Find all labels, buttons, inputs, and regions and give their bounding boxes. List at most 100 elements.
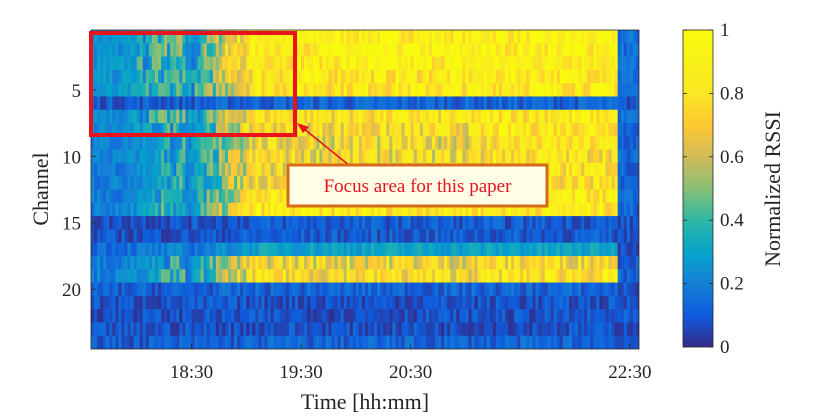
heatmap-cell bbox=[185, 69, 190, 84]
heatmap-cell bbox=[115, 162, 119, 177]
heatmap-cell bbox=[547, 282, 552, 297]
heatmap-cell bbox=[346, 30, 351, 44]
heatmap-cell bbox=[523, 30, 527, 44]
heatmap-cell bbox=[249, 56, 253, 71]
heatmap-cell bbox=[179, 176, 183, 191]
heatmap-cell bbox=[529, 282, 534, 297]
heatmap-cell bbox=[361, 295, 366, 310]
heatmap-cell bbox=[298, 282, 302, 297]
heatmap-cell bbox=[322, 83, 327, 98]
heatmap-cell bbox=[127, 295, 132, 310]
heatmap-cell bbox=[395, 56, 400, 71]
heatmap-cell bbox=[632, 269, 637, 284]
heatmap-cell bbox=[124, 255, 129, 270]
heatmap-cell bbox=[328, 269, 333, 284]
heatmap-cell bbox=[453, 69, 457, 84]
heatmap-cell bbox=[611, 69, 616, 84]
heatmap-cell bbox=[121, 295, 126, 310]
heatmap-cell bbox=[185, 123, 190, 137]
heatmap-cell bbox=[361, 202, 366, 217]
heatmap-cell bbox=[565, 269, 570, 284]
heatmap-cell bbox=[541, 322, 546, 337]
heatmap-cell bbox=[605, 149, 610, 164]
heatmap-cell bbox=[130, 229, 135, 244]
heatmap-cell bbox=[267, 136, 272, 151]
heatmap-cell bbox=[215, 176, 220, 191]
heatmap-cell bbox=[584, 202, 588, 217]
heatmap-cell bbox=[377, 56, 381, 71]
heatmap-cell bbox=[243, 295, 247, 310]
heatmap-cell bbox=[459, 109, 464, 124]
heatmap-cell bbox=[514, 322, 518, 337]
heatmap-cell bbox=[465, 69, 470, 84]
heatmap-cell bbox=[136, 162, 141, 177]
heatmap-cell bbox=[611, 176, 616, 191]
heatmap-cell bbox=[252, 83, 256, 98]
heatmap-cell bbox=[325, 96, 330, 111]
heatmap-cell bbox=[617, 176, 622, 191]
heatmap-cell bbox=[252, 295, 256, 310]
heatmap-cell bbox=[139, 309, 144, 324]
heatmap-cell bbox=[139, 149, 144, 164]
heatmap-cell bbox=[197, 176, 202, 191]
heatmap-cell bbox=[157, 136, 162, 151]
heatmap-cell bbox=[337, 136, 342, 151]
colorbar bbox=[682, 29, 714, 348]
heatmap-cell bbox=[194, 189, 199, 204]
heatmap-cell bbox=[553, 43, 558, 58]
heatmap-cell bbox=[182, 202, 186, 217]
heatmap-cell bbox=[291, 255, 296, 270]
heatmap-cell bbox=[635, 216, 639, 230]
heatmap-cell bbox=[602, 229, 607, 244]
heatmap-cell bbox=[431, 149, 436, 164]
heatmap-cell bbox=[203, 216, 208, 230]
heatmap-cell bbox=[188, 216, 193, 230]
heatmap-cell bbox=[623, 309, 628, 324]
heatmap-cell bbox=[325, 282, 330, 297]
heatmap-cell bbox=[215, 43, 220, 58]
heatmap-cell bbox=[568, 123, 573, 137]
heatmap-cell bbox=[623, 242, 628, 257]
heatmap-cell bbox=[115, 136, 119, 151]
heatmap-cell bbox=[209, 229, 214, 244]
heatmap-cell bbox=[221, 269, 226, 284]
heatmap-cell bbox=[495, 229, 500, 244]
heatmap-cell bbox=[410, 43, 415, 58]
heatmap-cell bbox=[404, 123, 409, 137]
heatmap-cell bbox=[453, 109, 457, 124]
heatmap-cell bbox=[231, 295, 235, 310]
heatmap-cell bbox=[431, 322, 436, 337]
heatmap-cell bbox=[91, 269, 95, 284]
heatmap-cell bbox=[532, 83, 537, 98]
heatmap-cell bbox=[587, 202, 591, 217]
heatmap-cell bbox=[371, 335, 375, 349]
heatmap-cell bbox=[508, 83, 512, 98]
heatmap-cell bbox=[97, 149, 101, 164]
heatmap-cell bbox=[383, 295, 387, 310]
heatmap-cell bbox=[505, 83, 509, 98]
heatmap-cell bbox=[215, 189, 220, 204]
heatmap-cell bbox=[358, 149, 363, 164]
heatmap-cell bbox=[340, 282, 345, 297]
heatmap-cell bbox=[377, 322, 381, 337]
heatmap-cell bbox=[380, 242, 384, 257]
heatmap-cell bbox=[279, 309, 284, 324]
heatmap-cell bbox=[608, 335, 613, 349]
heatmap-cell bbox=[468, 202, 473, 217]
heatmap-cell bbox=[270, 216, 275, 230]
heatmap-cell bbox=[553, 96, 558, 111]
heatmap-cell bbox=[240, 202, 244, 217]
heatmap-cell bbox=[459, 242, 464, 257]
heatmap-cell bbox=[231, 30, 235, 44]
heatmap-cell bbox=[398, 202, 403, 217]
heatmap-cell bbox=[161, 30, 165, 44]
heatmap-cell bbox=[599, 30, 604, 44]
heatmap-cell bbox=[343, 309, 348, 324]
heatmap-cell bbox=[602, 242, 607, 257]
heatmap-cell bbox=[91, 229, 95, 244]
heatmap-cell bbox=[498, 335, 503, 349]
heatmap-cell bbox=[288, 216, 293, 230]
heatmap-cell bbox=[349, 255, 354, 270]
heatmap-cell bbox=[124, 136, 129, 151]
heatmap-cell bbox=[581, 123, 585, 137]
